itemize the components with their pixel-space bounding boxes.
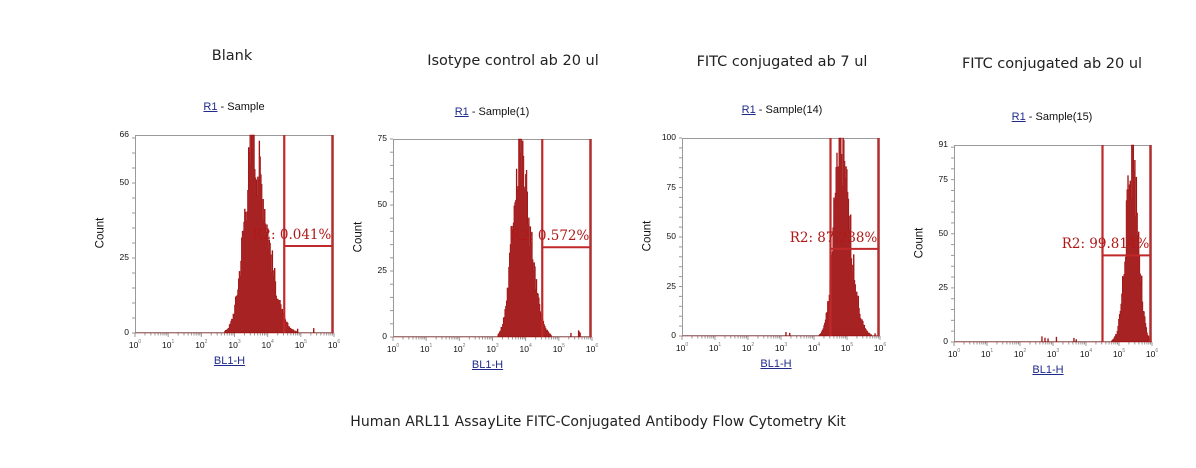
gate-r2[interactable] [283, 135, 334, 333]
y-tick-label: 0 [382, 331, 387, 341]
x-tick-label: 101 [708, 342, 722, 353]
x-tick-label: 102 [195, 339, 208, 350]
y-tick-label: 100 [661, 132, 676, 142]
sample-label: R1 - Sample(15) [1012, 111, 1093, 123]
y-tick-label: 0 [943, 336, 948, 346]
x-axis-label-link[interactable]: BL1-H [471, 359, 504, 371]
y-tick-label: 50 [666, 231, 676, 241]
sample-label: R1 - Sample [203, 101, 264, 113]
y-axis-label: Count [352, 221, 365, 253]
x-tick-label: 104 [1079, 348, 1093, 359]
y-axis-label: Count [94, 217, 107, 249]
y-tick-label: 50 [938, 227, 948, 238]
x-tick-label: 102 [1013, 348, 1027, 359]
region-r1-link[interactable]: R1 [454, 106, 469, 118]
gate-percentage-label: R2: 87.238% [789, 229, 878, 246]
x-axis-label-link[interactable]: BL1-H [1032, 364, 1064, 376]
y-tick-label: 25 [666, 280, 676, 291]
x-tick-label: 103 [228, 339, 241, 350]
x-tick-label: 106 [873, 342, 887, 353]
y-tick-label: 0 [671, 330, 676, 340]
y-axis-label: Count [641, 220, 654, 252]
y-tick-label: 66 [119, 129, 129, 139]
x-tick-label: 105 [1112, 348, 1126, 359]
panel-title: FITC conjugated ab 20 ul [961, 56, 1143, 72]
x-tick-label: 100 [675, 342, 689, 353]
histogram-svg [132, 134, 335, 337]
histogram-plot-fitc-20ul: R2: 99.814% 0 25 50 75 91 100 101 102 103 104 105 10… [913, 139, 1158, 376]
x-tick-label: 101 [420, 343, 433, 354]
x-tick-label: 103 [774, 342, 788, 353]
x-tick-label: 105 [294, 339, 307, 350]
gate-percentage-label: R2: 0.572% [510, 228, 590, 245]
histogram-svg [390, 138, 593, 341]
x-axis-label-link[interactable]: BL1-H [760, 358, 792, 370]
y-tick-label: 0 [124, 327, 129, 337]
y-tick-label: 25 [938, 281, 948, 292]
x-tick-label: 104 [519, 343, 532, 354]
x-tick-label: 100 [386, 343, 400, 354]
panel-title: Isotype control ab 20 ul [427, 53, 599, 69]
x-tick-label: 106 [327, 339, 341, 350]
region-r1-link[interactable]: R1 [203, 101, 218, 113]
histogram-svg [679, 137, 881, 340]
gate-r2[interactable] [1101, 145, 1152, 342]
x-tick-label: 106 [585, 343, 599, 354]
panel-title: FITC conjugated ab 7 ul [696, 54, 868, 70]
x-tick-label: 102 [453, 343, 466, 354]
sample-name: - Sample(1) [468, 106, 530, 118]
x-tick-label: 106 [1145, 348, 1159, 359]
x-tick-label: 105 [840, 342, 854, 353]
histogram-plot-fitc-7ul: R2: 87.238% 0 25 50 75 100 100 101 102 103 104 105 1… [641, 132, 886, 370]
x-tick-label: 104 [807, 342, 821, 353]
region-r1-link[interactable]: R1 [1011, 111, 1026, 123]
x-tick-label: 105 [552, 343, 565, 354]
x-tick-label: 103 [1046, 348, 1060, 359]
figure-caption: Human ARL11 AssayLite FITC-Conjugated An… [350, 414, 846, 430]
x-tick-label: 101 [162, 339, 175, 350]
x-axis-label-link[interactable]: BL1-H [213, 355, 246, 367]
x-tick-label: 103 [486, 343, 499, 354]
histogram-plot-blank: R2: 0.041% 0 25 50 66 100 101 102 103 104 105 106 Co… [94, 129, 340, 367]
histogram-series [135, 134, 334, 334]
histogram-svg [951, 144, 1153, 346]
y-tick-label: 75 [377, 133, 387, 143]
gate-r2[interactable] [829, 138, 880, 336]
sample-label: R1 - Sample(1) [455, 106, 530, 118]
sample-label: R1 - Sample(14) [742, 104, 823, 116]
y-tick-label: 50 [119, 177, 129, 187]
gate-percentage-label: R2: 0.041% [252, 227, 332, 243]
gate-r2[interactable] [541, 139, 592, 337]
sample-name: - Sample(14) [755, 104, 823, 116]
region-r1-link[interactable]: R1 [741, 104, 756, 116]
y-axis-label: Count [913, 227, 926, 258]
y-tick-label: 75 [938, 173, 948, 184]
sample-name: - Sample(15) [1025, 111, 1093, 123]
y-tick-label: 25 [377, 265, 387, 275]
histogram-series [393, 138, 592, 338]
histogram-series [954, 144, 1152, 343]
y-tick-label: 25 [119, 252, 129, 262]
gate-percentage-label: R2: 99.814% [1061, 236, 1150, 253]
x-tick-label: 100 [128, 339, 142, 350]
y-tick-label: 91 [938, 139, 948, 149]
panel-title: Blank [211, 48, 253, 64]
y-tick-label: 75 [666, 181, 676, 192]
histogram-plot-isotype: R2: 0.572% 0 25 50 75 100 101 102 103 104 105 106 Co… [352, 133, 598, 371]
x-tick-label: 101 [980, 348, 994, 359]
x-tick-label: 102 [741, 342, 755, 353]
y-tick-label: 50 [377, 199, 387, 209]
sample-name: - Sample [217, 101, 265, 113]
x-tick-label: 100 [947, 348, 961, 359]
x-tick-label: 104 [261, 339, 274, 350]
